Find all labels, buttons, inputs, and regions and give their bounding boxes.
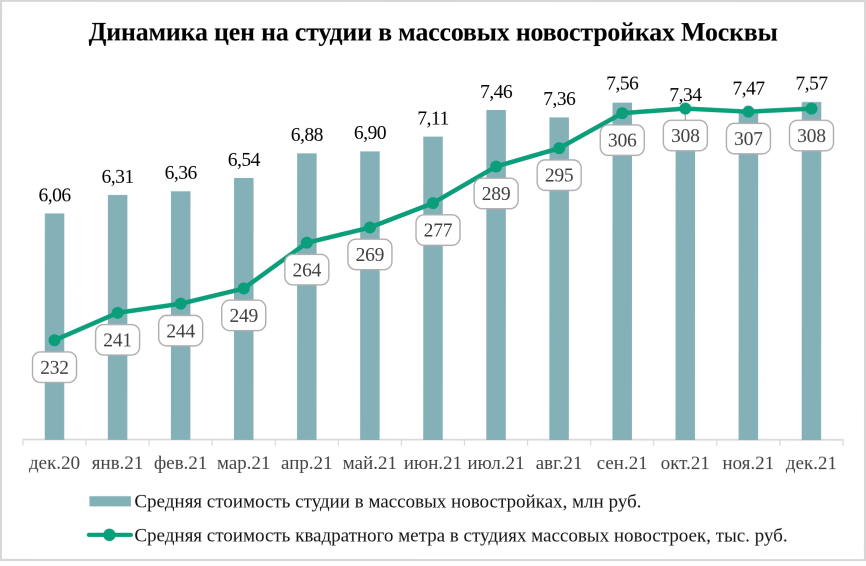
- svg-text:июн.21: июн.21: [404, 453, 462, 474]
- svg-text:264: 264: [293, 260, 322, 281]
- svg-text:7,57: 7,57: [795, 74, 828, 95]
- svg-text:269: 269: [356, 245, 385, 266]
- svg-text:7,46: 7,46: [480, 82, 513, 103]
- svg-text:дек.21: дек.21: [786, 453, 837, 474]
- svg-text:307: 307: [734, 129, 763, 150]
- svg-text:апр.21: апр.21: [281, 453, 333, 474]
- svg-text:277: 277: [424, 221, 453, 242]
- svg-text:фев.21: фев.21: [154, 453, 207, 474]
- svg-text:7,34: 7,34: [669, 85, 702, 106]
- svg-text:окт.21: окт.21: [661, 453, 710, 474]
- svg-text:6,54: 6,54: [228, 150, 261, 171]
- svg-text:6,90: 6,90: [354, 123, 386, 144]
- svg-text:6,36: 6,36: [165, 163, 198, 184]
- svg-text:Динамика цен на студии в массо: Динамика цен на студии в массовых новост…: [89, 17, 778, 46]
- svg-text:6,06: 6,06: [39, 185, 72, 206]
- svg-text:май.21: май.21: [343, 453, 397, 474]
- svg-text:308: 308: [671, 126, 700, 147]
- svg-text:295: 295: [545, 166, 574, 187]
- svg-text:7,36: 7,36: [543, 89, 576, 110]
- svg-text:дек.20: дек.20: [29, 453, 80, 474]
- svg-text:306: 306: [608, 131, 637, 152]
- svg-text:289: 289: [482, 184, 511, 205]
- svg-text:янв.21: янв.21: [92, 453, 144, 474]
- svg-text:Средняя стоимость студии в мас: Средняя стоимость студии в массовых ново…: [134, 491, 641, 512]
- svg-text:7,11: 7,11: [417, 108, 448, 129]
- svg-text:7,47: 7,47: [732, 79, 765, 100]
- svg-text:мар.21: мар.21: [217, 453, 271, 474]
- svg-text:308: 308: [797, 126, 826, 147]
- svg-text:авг.21: авг.21: [536, 453, 583, 474]
- svg-text:ноя.21: ноя.21: [722, 453, 774, 474]
- svg-text:Средняя стоимость квадратного: Средняя стоимость квадратного метра в ст…: [134, 525, 787, 546]
- svg-text:июл.21: июл.21: [467, 453, 524, 474]
- svg-text:244: 244: [166, 321, 195, 342]
- svg-text:249: 249: [229, 306, 258, 327]
- svg-text:7,56: 7,56: [606, 73, 639, 94]
- svg-text:6,88: 6,88: [291, 125, 323, 146]
- svg-text:6,31: 6,31: [102, 167, 134, 188]
- svg-text:232: 232: [40, 358, 69, 379]
- svg-text:241: 241: [103, 330, 132, 351]
- svg-text:сен.21: сен.21: [597, 453, 648, 474]
